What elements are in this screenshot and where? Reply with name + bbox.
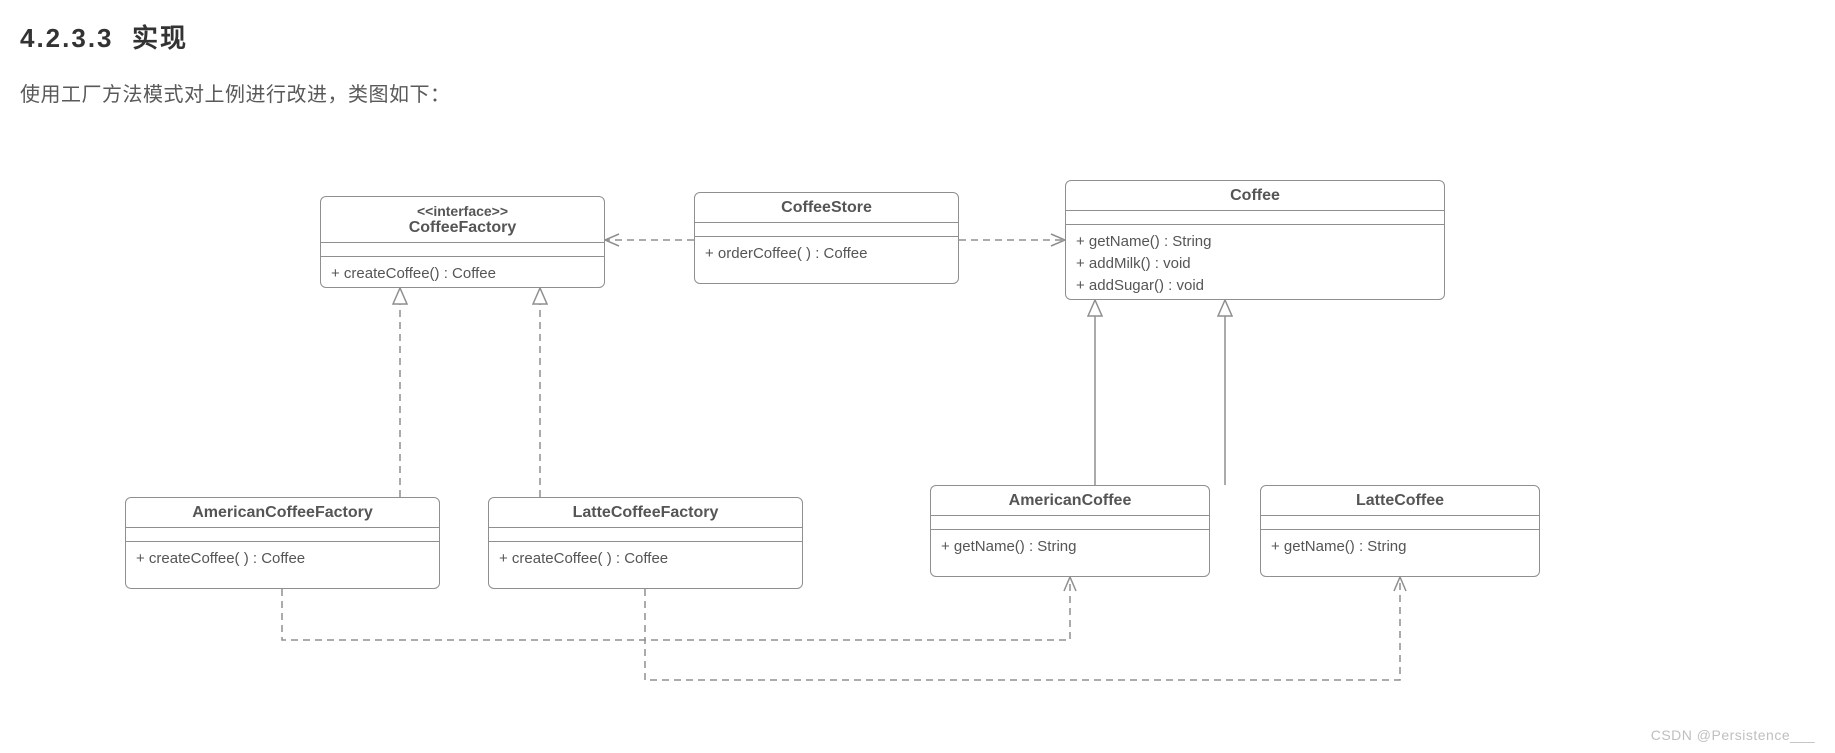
class-name: Coffee — [1074, 187, 1436, 205]
operation: + getName() : String — [941, 536, 1199, 558]
attrs-compartment — [695, 223, 958, 237]
operation: + createCoffee() : Coffee — [331, 263, 594, 285]
class-title: LatteCoffee — [1261, 486, 1539, 516]
class-name: AmericanCoffee — [939, 492, 1201, 510]
ops-compartment: + getName() : String — [1261, 530, 1539, 564]
stereotype: <<interface>> — [329, 203, 596, 219]
attrs-compartment — [1261, 516, 1539, 530]
class-title: Coffee — [1066, 181, 1444, 211]
attrs-compartment — [126, 528, 439, 542]
class-title: AmericanCoffee — [931, 486, 1209, 516]
page: 4.2.3.3 实现 使用工厂方法模式对上例进行改进，类图如下： <<inter… — [0, 0, 1835, 753]
class-box-coffeeFactory: <<interface>>CoffeeFactory + createCoffee… — [320, 196, 605, 288]
ops-compartment: + orderCoffee( ) : Coffee — [695, 237, 958, 271]
ops-compartment: + getName() : String+ addMilk() : void+ … — [1066, 225, 1444, 300]
attrs-compartment — [931, 516, 1209, 530]
operation: + getName() : String — [1271, 536, 1529, 558]
class-box-americanCoffee: AmericanCoffee + getName() : String — [930, 485, 1210, 577]
class-box-coffee: Coffee + getName() : String+ addMilk() : … — [1065, 180, 1445, 300]
ops-compartment: + createCoffee() : Coffee — [321, 257, 604, 288]
attrs-compartment — [1066, 211, 1444, 225]
class-title: AmericanCoffeeFactory — [126, 498, 439, 528]
class-box-latteFactory: LatteCoffeeFactory + createCoffee( ) : Co… — [488, 497, 803, 589]
class-name: CoffeeFactory — [329, 219, 596, 237]
operation: + createCoffee( ) : Coffee — [136, 548, 429, 570]
class-title: LatteCoffeeFactory — [489, 498, 802, 528]
class-name: LatteCoffeeFactory — [497, 504, 794, 522]
operation: + orderCoffee( ) : Coffee — [705, 243, 948, 265]
ops-compartment: + createCoffee( ) : Coffee — [126, 542, 439, 576]
attrs-compartment — [321, 243, 604, 257]
operation: + getName() : String — [1076, 231, 1434, 253]
class-box-coffeeStore: CoffeeStore + orderCoffee( ) : Coffee — [694, 192, 959, 284]
attrs-compartment — [489, 528, 802, 542]
class-name: CoffeeStore — [703, 199, 950, 217]
operation: + addMilk() : void — [1076, 253, 1434, 275]
operation: + addSugar() : void — [1076, 275, 1434, 297]
ops-compartment: + createCoffee( ) : Coffee — [489, 542, 802, 576]
uml-diagram: <<interface>>CoffeeFactory + createCoffee… — [0, 0, 1835, 753]
class-name: LatteCoffee — [1269, 492, 1531, 510]
class-title: CoffeeStore — [695, 193, 958, 223]
watermark-text: CSDN @Persistence___ — [1651, 727, 1815, 743]
operation: + createCoffee( ) : Coffee — [499, 548, 792, 570]
ops-compartment: + getName() : String — [931, 530, 1209, 564]
class-box-latteCoffee: LatteCoffee + getName() : String — [1260, 485, 1540, 577]
class-name: AmericanCoffeeFactory — [134, 504, 431, 522]
class-title: <<interface>>CoffeeFactory — [321, 197, 604, 243]
class-box-americanFactory: AmericanCoffeeFactory + createCoffee( ) :… — [125, 497, 440, 589]
